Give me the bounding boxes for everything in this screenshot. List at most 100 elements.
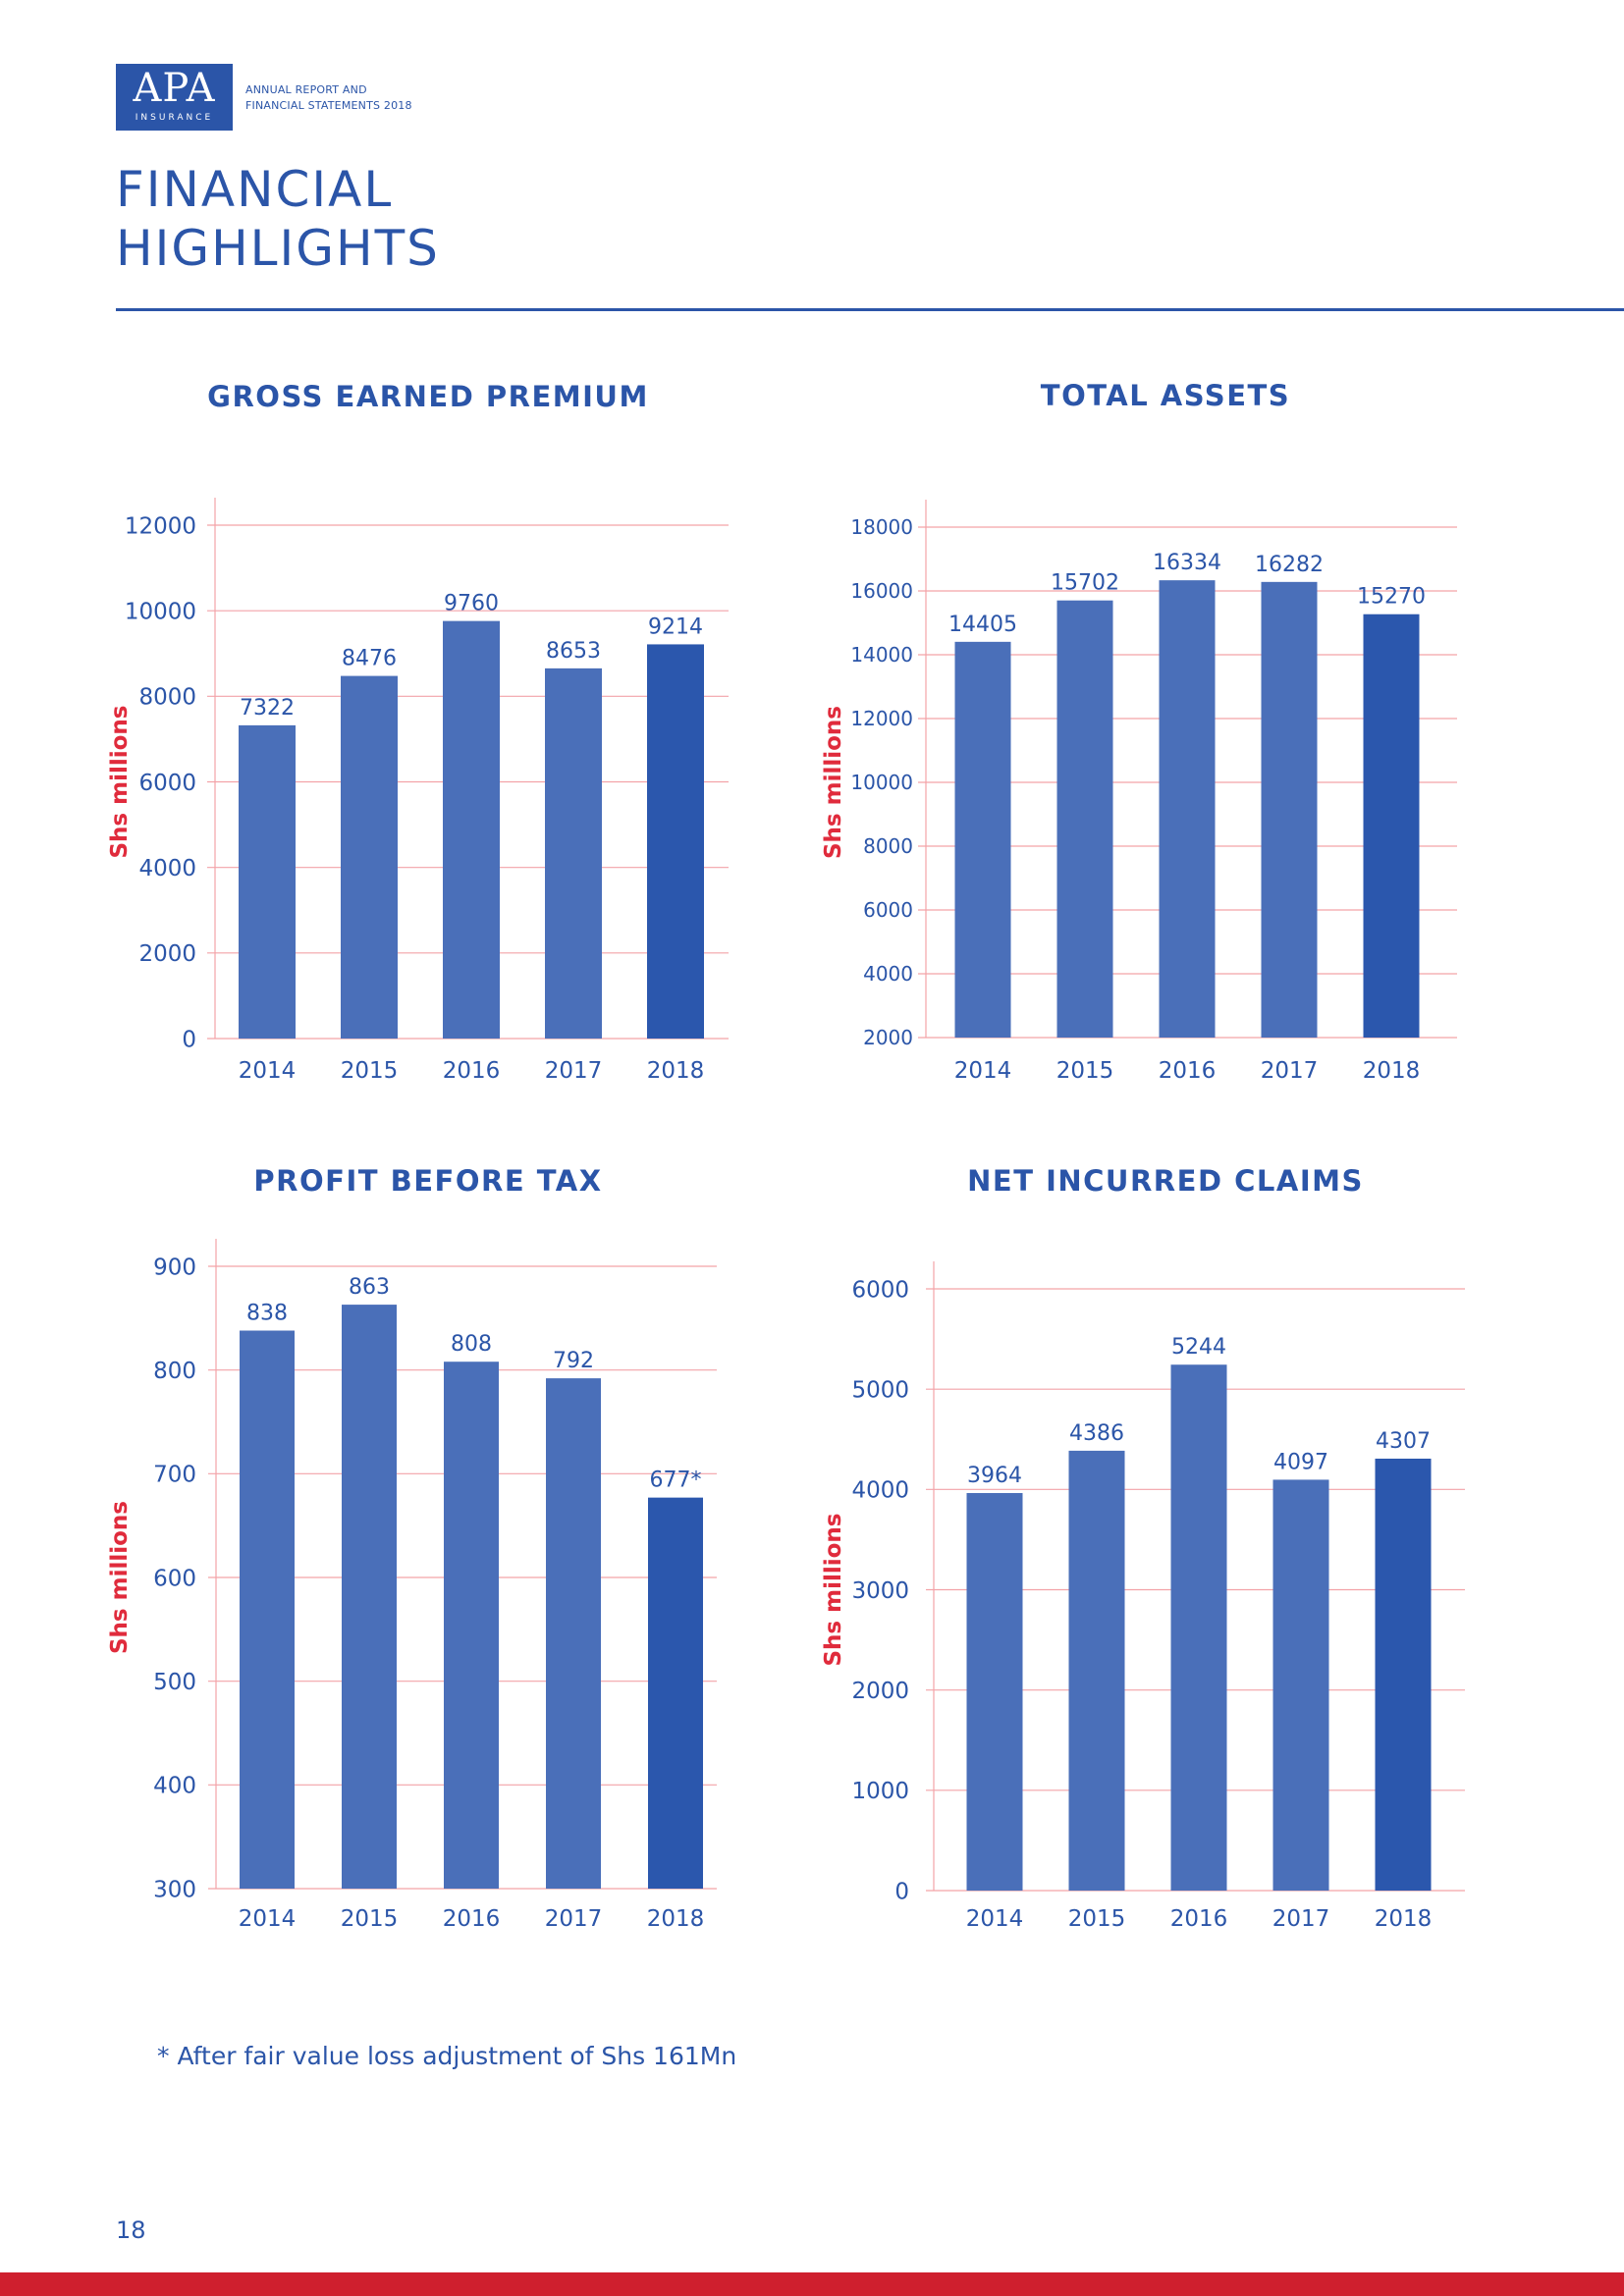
profit-before-tax-value-label-2017: 792 (553, 1349, 594, 1373)
bottom-band (0, 2272, 1624, 2296)
total-assets-y-tick-label: 18000 (850, 515, 913, 539)
profit-before-tax-value-label-2014: 838 (246, 1302, 288, 1326)
profit-before-tax-y-tick-label: 900 (153, 1255, 196, 1280)
gross-earned-premium-value-label-2017: 8653 (546, 639, 601, 664)
gross-earned-premium-category-label-2015: 2015 (341, 1058, 399, 1084)
total-assets-category-label-2014: 2014 (954, 1058, 1012, 1084)
net-incurred-claims-value-label-2017: 4097 (1273, 1450, 1328, 1474)
gross-earned-premium-bar-2015 (341, 675, 398, 1039)
net-incurred-claims-y-axis-label: Shs millions (821, 1513, 846, 1666)
net-incurred-claims-y-tick-label: 3000 (851, 1578, 909, 1604)
chart-title-net-incurred-claims: NET INCURRED CLAIMS (967, 1164, 1364, 1198)
total-assets-y-tick-label: 14000 (850, 643, 913, 667)
total-assets-y-tick-label: 4000 (863, 962, 913, 986)
chart-title-gross-earned-premium: GROSS EARNED PREMIUM (207, 380, 649, 413)
profit-before-tax-bar-2017 (546, 1378, 601, 1889)
gross-earned-premium-value-label-2014: 7322 (240, 696, 295, 721)
total-assets-value-label-2015: 15702 (1051, 571, 1119, 596)
net-incurred-claims-y-tick-label: 2000 (851, 1679, 909, 1704)
profit-before-tax-bar-2015 (342, 1305, 397, 1889)
profit-before-tax-y-tick-label: 300 (153, 1877, 196, 1902)
gross-earned-premium-y-tick-label: 6000 (138, 771, 196, 796)
net-incurred-claims-category-label-2016: 2016 (1170, 1906, 1228, 1932)
total-assets-category-label-2018: 2018 (1363, 1058, 1421, 1084)
net-incurred-claims-value-label-2016: 5244 (1171, 1335, 1226, 1360)
total-assets-bar-2017 (1261, 581, 1318, 1038)
gross-earned-premium-y-tick-label: 12000 (125, 513, 196, 539)
profit-before-tax-y-tick-label: 800 (153, 1359, 196, 1384)
chart-title-profit-before-tax: PROFIT BEFORE TAX (253, 1164, 603, 1198)
total-assets-value-label-2016: 16334 (1153, 551, 1221, 575)
total-assets-category-label-2015: 2015 (1056, 1058, 1114, 1084)
total-assets-y-tick-label: 10000 (850, 771, 913, 794)
net-incurred-claims-bar-2017 (1272, 1479, 1329, 1891)
total-assets-value-label-2018: 15270 (1357, 585, 1426, 610)
page-number: 18 (116, 2216, 146, 2244)
gross-earned-premium-y-axis-label: Shs millions (107, 705, 133, 858)
gross-earned-premium-y-tick-label: 4000 (138, 856, 196, 881)
gross-earned-premium-bar-2014 (239, 724, 296, 1039)
net-incurred-claims-y-tick-label: 5000 (851, 1377, 909, 1403)
profit-before-tax-bar-2014 (240, 1330, 295, 1889)
gross-earned-premium-category-label-2014: 2014 (239, 1058, 297, 1084)
logo-mark: APA (133, 66, 216, 111)
profit-before-tax-value-label-2015: 863 (349, 1275, 390, 1300)
gross-earned-premium-bar-2017 (545, 667, 602, 1039)
report-subtitle-line-2: FINANCIAL STATEMENTS 2018 (245, 99, 412, 112)
total-assets-bar-2018 (1363, 614, 1420, 1038)
net-incurred-claims-value-label-2014: 3964 (967, 1464, 1022, 1488)
total-assets-y-tick-label: 2000 (863, 1026, 913, 1049)
net-incurred-claims-category-label-2014: 2014 (966, 1906, 1024, 1932)
net-incurred-claims-category-label-2017: 2017 (1272, 1906, 1330, 1932)
gross-earned-premium-bar-2016 (443, 620, 500, 1039)
gross-earned-premium-bar-2018 (647, 644, 704, 1039)
total-assets-bar-2014 (954, 641, 1011, 1038)
gross-earned-premium-category-label-2016: 2016 (443, 1058, 501, 1084)
apa-insurance-logo: APA INSURANCE (116, 64, 233, 131)
total-assets-y-tick-label: 12000 (850, 707, 913, 730)
profit-before-tax-y-axis-label: Shs millions (107, 1501, 133, 1654)
profit-before-tax-category-label-2017: 2017 (545, 1906, 603, 1932)
net-incurred-claims-value-label-2018: 4307 (1376, 1429, 1431, 1454)
total-assets-category-label-2016: 2016 (1159, 1058, 1217, 1084)
net-incurred-claims-bar-2018 (1375, 1458, 1432, 1891)
gross-earned-premium-y-tick-label: 8000 (138, 685, 196, 711)
net-incurred-claims-value-label-2015: 4386 (1069, 1421, 1124, 1446)
profit-before-tax-y-tick-label: 600 (153, 1566, 196, 1591)
gross-earned-premium-value-label-2015: 8476 (342, 647, 397, 671)
net-incurred-claims-category-label-2018: 2018 (1375, 1906, 1433, 1932)
profit-before-tax-value-label-2018: 677* (650, 1468, 702, 1493)
gross-earned-premium-y-tick-label: 10000 (125, 599, 196, 624)
header-divider (116, 308, 1624, 311)
total-assets-y-tick-label: 8000 (863, 834, 913, 858)
gross-earned-premium-value-label-2018: 9214 (648, 614, 703, 639)
net-incurred-claims-bar-2015 (1068, 1450, 1125, 1891)
net-incurred-claims-category-label-2015: 2015 (1068, 1906, 1126, 1932)
net-incurred-claims-bar-2014 (966, 1493, 1023, 1891)
net-incurred-claims-y-tick-label: 6000 (851, 1277, 909, 1303)
profit-before-tax-value-label-2016: 808 (451, 1332, 492, 1357)
gross-earned-premium-category-label-2018: 2018 (647, 1058, 705, 1084)
gross-earned-premium-value-label-2016: 9760 (444, 592, 499, 616)
total-assets-value-label-2014: 14405 (948, 613, 1017, 637)
gross-earned-premium-y-tick-label: 0 (182, 1027, 196, 1052)
footnote: * After fair value loss adjustment of Sh… (157, 2042, 737, 2070)
profit-before-tax-category-label-2016: 2016 (443, 1906, 501, 1932)
gross-earned-premium-y-tick-label: 2000 (138, 941, 196, 967)
report-subtitle-line-1: ANNUAL REPORT AND (245, 83, 367, 96)
profit-before-tax-y-tick-label: 500 (153, 1670, 196, 1695)
profit-before-tax-y-tick-label: 400 (153, 1774, 196, 1799)
total-assets-value-label-2017: 16282 (1255, 553, 1324, 577)
profit-before-tax-y-tick-label: 700 (153, 1463, 196, 1488)
profit-before-tax-bar-2018 (648, 1497, 703, 1889)
net-incurred-claims-y-tick-label: 4000 (851, 1478, 909, 1504)
total-assets-y-tick-label: 16000 (850, 579, 913, 603)
total-assets-bar-2015 (1056, 600, 1113, 1038)
profit-before-tax-bar-2016 (444, 1362, 499, 1889)
page-title-line-1: FINANCIAL (116, 161, 394, 218)
net-incurred-claims-bar-2016 (1170, 1364, 1227, 1891)
profit-before-tax-category-label-2015: 2015 (341, 1906, 399, 1932)
page-title-line-2: HIGHLIGHTS (116, 220, 440, 277)
net-incurred-claims-y-tick-label: 0 (894, 1879, 909, 1904)
